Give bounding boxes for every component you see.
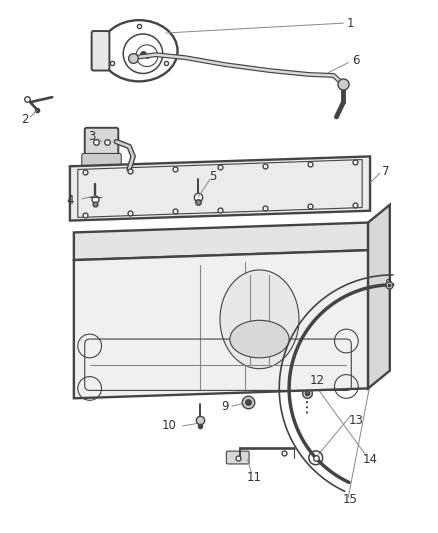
Text: 11: 11: [247, 471, 262, 484]
Ellipse shape: [220, 270, 299, 369]
Text: 4: 4: [66, 195, 74, 207]
Text: 2: 2: [21, 114, 28, 126]
Polygon shape: [70, 156, 370, 221]
Text: 14: 14: [363, 453, 378, 466]
Text: 10: 10: [161, 419, 176, 432]
Text: 7: 7: [382, 165, 390, 177]
Text: 15: 15: [343, 492, 358, 505]
Text: 1: 1: [346, 17, 354, 30]
Text: 5: 5: [209, 169, 217, 183]
FancyBboxPatch shape: [226, 451, 249, 464]
FancyBboxPatch shape: [82, 154, 121, 171]
FancyBboxPatch shape: [92, 31, 110, 70]
Polygon shape: [74, 223, 368, 260]
Text: 9: 9: [221, 400, 229, 413]
Text: 13: 13: [349, 414, 364, 426]
Polygon shape: [74, 250, 368, 398]
Ellipse shape: [230, 320, 289, 358]
Polygon shape: [368, 205, 390, 389]
Text: 6: 6: [353, 54, 360, 67]
Text: 12: 12: [309, 374, 324, 387]
Text: 8: 8: [384, 278, 392, 291]
FancyBboxPatch shape: [85, 128, 118, 156]
Text: 3: 3: [88, 130, 95, 143]
